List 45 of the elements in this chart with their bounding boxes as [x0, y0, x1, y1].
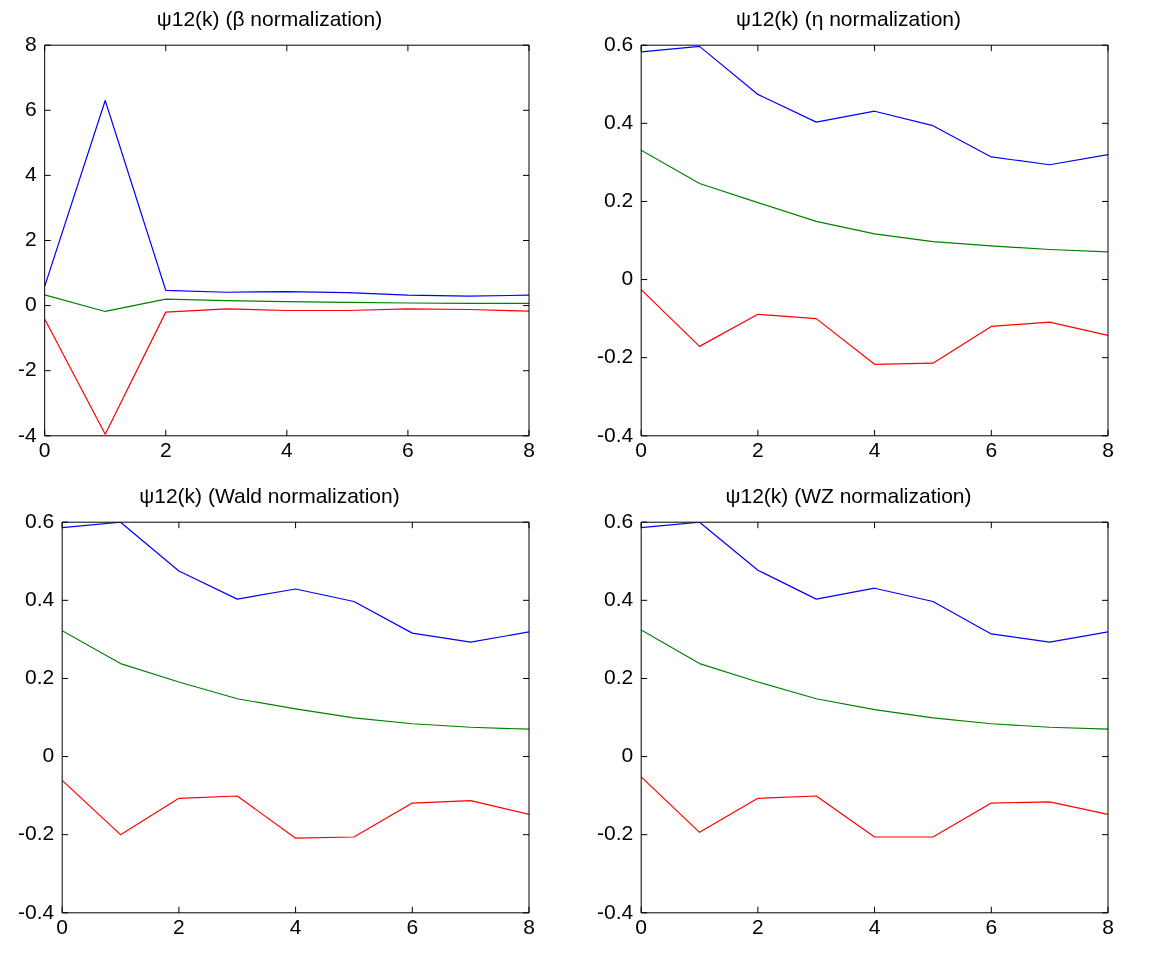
- x-tick-label: 8: [523, 438, 535, 462]
- x-tick-label: 4: [868, 438, 881, 462]
- y-tick-label: 0.6: [24, 509, 55, 532]
- y-tick-label: -0.2: [18, 821, 55, 845]
- x-tick-label: 4: [868, 915, 881, 939]
- y-tick-label: 0: [621, 743, 634, 767]
- chart-title: ψ12(k) (WZ normalization): [725, 484, 972, 508]
- x-tick-label: 6: [985, 438, 998, 462]
- y-tick-label: 4: [24, 162, 37, 186]
- y-tick-label: 0.6: [603, 509, 634, 532]
- x-tick-label: 8: [1102, 915, 1114, 939]
- y-tick-label: 0.4: [24, 587, 55, 611]
- y-tick-label: 0.2: [603, 188, 634, 212]
- y-tick-label: 0.6: [603, 32, 634, 55]
- y-tick-label: 0.2: [24, 665, 55, 689]
- x-tick-label: 6: [985, 915, 998, 939]
- x-tick-label: 4: [280, 438, 293, 462]
- y-tick-label: -0.2: [597, 821, 634, 845]
- x-tick-label: 2: [173, 915, 185, 939]
- y-tick-label: -2: [17, 357, 37, 381]
- y-tick-label: -0.4: [597, 899, 634, 923]
- y-tick-label: 2: [24, 227, 37, 251]
- y-tick-label: 8: [24, 32, 37, 55]
- y-tick-label: 6: [24, 97, 37, 121]
- chart-title: ψ12(k) (β normalization): [156, 7, 383, 31]
- x-tick-label: 2: [752, 915, 764, 939]
- x-tick-label: 8: [1102, 438, 1114, 462]
- y-tick-label: 0: [24, 292, 37, 316]
- x-tick-label: 6: [406, 915, 419, 939]
- y-tick-label: 0.2: [603, 665, 634, 689]
- chart-title: ψ12(k) (Wald normalization): [139, 484, 400, 508]
- x-tick-label: 2: [752, 438, 764, 462]
- x-tick-label: 4: [289, 915, 302, 939]
- y-tick-label: 0: [621, 266, 634, 290]
- y-tick-label: -0.4: [18, 899, 55, 923]
- chart-title: ψ12(k) (η normalization): [735, 7, 962, 31]
- y-tick-label: -0.4: [597, 422, 634, 446]
- y-tick-label: 0.4: [603, 587, 634, 611]
- y-tick-label: 0.4: [603, 110, 634, 134]
- x-tick-label: 6: [402, 438, 414, 462]
- x-tick-label: 2: [159, 438, 172, 462]
- y-tick-label: -0.2: [597, 344, 634, 368]
- x-tick-label: 8: [523, 915, 535, 939]
- y-tick-label: -4: [17, 422, 37, 446]
- y-tick-label: 0: [42, 743, 55, 767]
